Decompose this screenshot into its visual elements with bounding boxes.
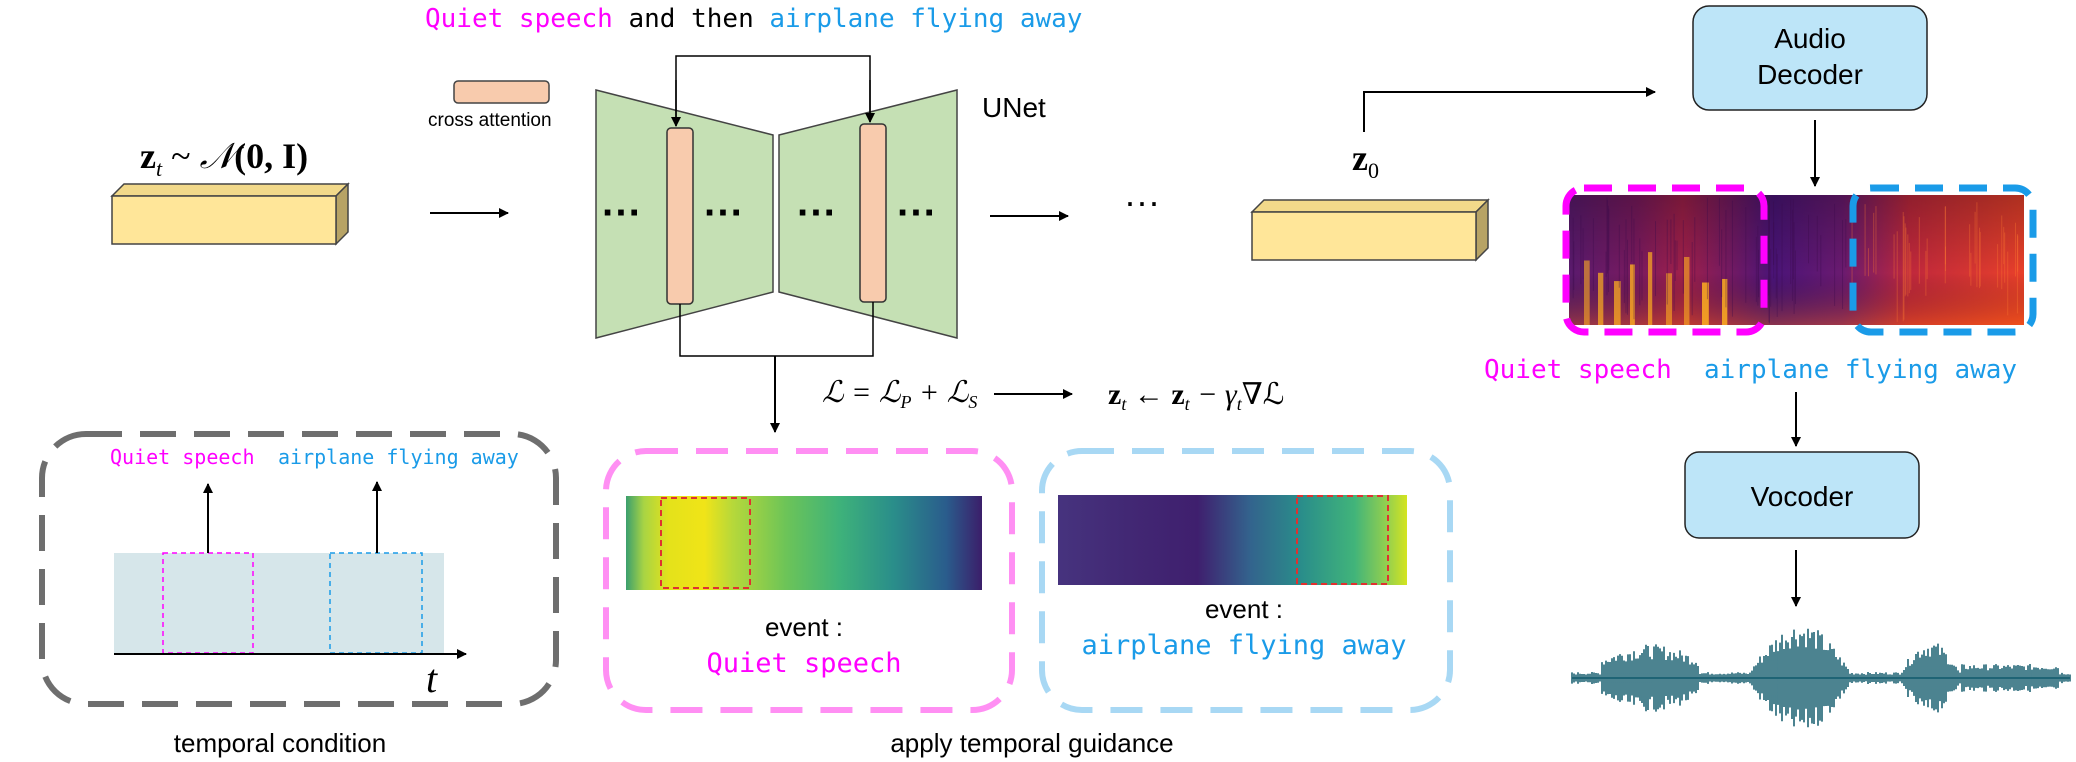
unet-dots-1: ··· <box>602 191 642 235</box>
vocoder-label: Vocoder <box>1751 481 1854 512</box>
attention-map-speech <box>626 496 982 590</box>
mel-spectrogram <box>1569 195 2024 325</box>
time-axis-label: t <box>426 656 438 701</box>
guidance-caption: apply temporal guidance <box>890 728 1173 758</box>
unet-dots-3: ··· <box>797 191 837 235</box>
audio-decoder-label-2: Decoder <box>1757 59 1863 90</box>
loss-equation: ℒ = ℒP + ℒS <box>822 376 977 412</box>
attention-extract-bracket <box>679 302 874 357</box>
spectrogram-speech-highlight <box>1562 184 1768 336</box>
temporal-speech-label: Quiet speech <box>110 445 255 469</box>
timeline-background <box>114 553 444 653</box>
event-name-airplane: airplane flying away <box>1081 630 1406 661</box>
prompt-speech: Quiet speech <box>425 4 613 34</box>
latent-output-formula: z0 <box>1352 138 1379 183</box>
attention-map-airplane-window <box>1296 495 1389 585</box>
cross-attention-block-encoder <box>666 127 694 305</box>
unet-dots-2: ··· <box>704 191 744 235</box>
prompt-airplane: airplane flying away <box>769 4 1082 34</box>
latent-input <box>110 182 350 246</box>
cross-attention-legend-label: cross attention <box>428 110 552 131</box>
text-cond-bracket <box>675 55 871 126</box>
latent-output <box>1250 198 1490 262</box>
latent-input-formula: zt ~ 𝒩(0, I) <box>140 136 308 181</box>
temporal-condition-caption: temporal condition <box>174 728 386 758</box>
audio-decoder-label-1: Audio <box>1774 23 1846 54</box>
spectrogram-label-airplane: airplane flying away <box>1704 355 2017 385</box>
event-name-speech: Quiet speech <box>706 648 901 679</box>
unet-dots-4: ··· <box>897 191 937 235</box>
audio-decoder-box <box>1692 5 1928 111</box>
guidance-panel-speech <box>603 448 1015 713</box>
attention-map-speech-window <box>660 497 751 589</box>
attention-map-airplane <box>1058 495 1407 585</box>
vocoder-box <box>1684 451 1920 539</box>
arrow-z0-to-decoder-line <box>1363 87 1656 132</box>
latent-update-rule: zt ← zt − γt∇ℒ <box>1108 378 1284 414</box>
spectrogram-label-speech: Quiet speech <box>1484 355 1672 385</box>
audio-waveform <box>1571 628 2071 728</box>
event-label-airplane: event : <box>1205 594 1283 624</box>
spectrogram-airplane-highlight <box>1849 184 2037 336</box>
cross-attention-legend-swatch <box>453 80 550 104</box>
guidance-panel-airplane <box>1039 448 1453 713</box>
prompt-connector: and then <box>613 4 770 34</box>
unet-label: UNet <box>982 92 1046 123</box>
event-label-speech: event : <box>765 612 843 642</box>
cross-attention-block-decoder <box>859 123 887 303</box>
prompt-text: Quiet speech and then airplane flying aw… <box>425 4 1082 34</box>
temporal-airplane-label: airplane flying away <box>278 445 519 469</box>
sampling-ellipsis: ··· <box>1124 181 1160 222</box>
